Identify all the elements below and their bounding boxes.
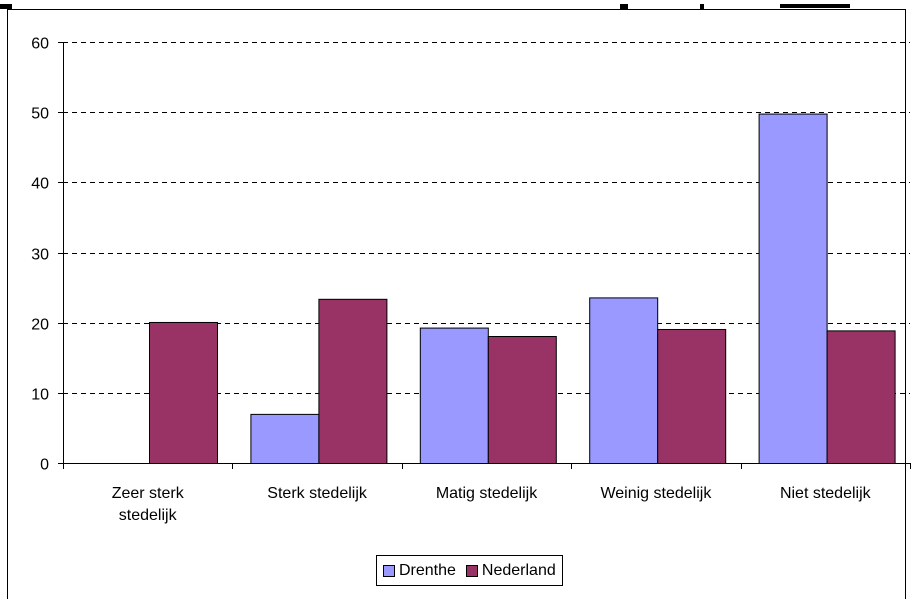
bar-nederland-4: [826, 330, 896, 465]
x-tick-label: Sterk stedelijk: [267, 485, 368, 502]
y-tick-label: 40: [31, 176, 49, 193]
y-tick-label: 20: [31, 317, 49, 334]
bar-nederland-3: [657, 328, 727, 464]
axis-labels: 0 10 20 30 40 50 60 Zeer sterk stedelijk Sterk st…: [31, 36, 871, 525]
bar-drenthe-2: [419, 327, 489, 464]
legend-item-nederland: Nederland: [465, 561, 556, 580]
legend-swatch-nederland: [465, 564, 478, 577]
legend-label-nederland: Nederland: [481, 561, 556, 579]
legend-label-drenthe: Drenthe: [399, 561, 456, 579]
y-tick-label: 10: [31, 387, 49, 404]
bar-nederland-2: [487, 335, 557, 464]
x-tick-label: Weinig stedelijk: [600, 485, 712, 502]
cropped-title-fragments: [0, 4, 850, 9]
chart-area: [7, 9, 906, 599]
axes: [58, 42, 911, 469]
x-tick-label: Matig stedelijk: [436, 485, 538, 502]
bar-nederland-1: [318, 298, 388, 464]
y-tick-label: 0: [40, 457, 49, 474]
bar-drenthe-1: [250, 413, 320, 464]
bars: [149, 113, 896, 465]
x-tick-label: Niet stedelijk: [780, 485, 872, 502]
y-tick-label: 30: [31, 247, 49, 264]
legend-swatch-drenthe: [383, 564, 395, 577]
bar-drenthe-3: [589, 297, 659, 465]
bar-nederland-0: [149, 321, 218, 464]
legend: Drenthe Nederland: [376, 555, 563, 586]
cropped-title-strip: [0, 0, 913, 9]
legend-item-drenthe: Drenthe: [383, 562, 456, 580]
y-tick-label: 60: [31, 36, 49, 53]
y-tick-label: 50: [31, 106, 49, 123]
bar-drenthe-4: [758, 113, 828, 464]
x-tick-label: Zeer sterk stedelijk: [112, 485, 185, 524]
